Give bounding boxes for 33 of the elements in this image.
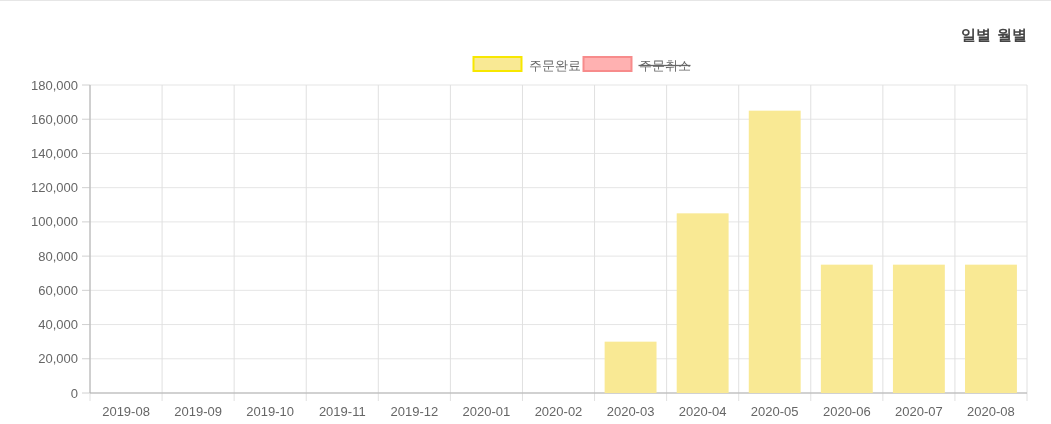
y-tick-label: 20,000 <box>38 351 78 367</box>
x-tick-label: 2019-11 <box>318 404 366 419</box>
bar <box>892 264 945 393</box>
bar <box>676 213 729 393</box>
text: 월별 <box>997 26 1027 43</box>
legend-label: 주문완료 <box>528 57 581 73</box>
x-tick-label: 2020-04 <box>678 404 727 419</box>
x-tick-label: 2019-08 <box>102 404 150 419</box>
legend-label: 주문취소 <box>638 57 691 73</box>
x-tick-label: 2019-12 <box>390 404 439 419</box>
x-tick-label: 2019-10 <box>246 404 295 419</box>
x-tick-label: 2020-03 <box>606 404 655 419</box>
bar <box>820 264 873 393</box>
x-tick-label: 2020-01 <box>462 404 511 419</box>
x-tick-label: 2020-06 <box>822 404 871 419</box>
text: 일별 <box>961 26 991 43</box>
y-tick-label: 40,000 <box>38 317 78 333</box>
x-tick-label: 2020-07 <box>895 404 943 419</box>
y-tick-label: 160,000 <box>31 111 78 127</box>
y-tick-label: 60,000 <box>38 282 78 298</box>
bar <box>604 341 657 393</box>
x-tick-label: 2020-02 <box>534 404 583 419</box>
y-tick-label: 0 <box>70 385 78 401</box>
x-tick-label: 2020-08 <box>967 404 1015 419</box>
y-tick-label: 100,000 <box>31 214 78 230</box>
y-tick-label: 180,000 <box>31 77 78 93</box>
y-tick-label: 120,000 <box>31 180 78 196</box>
y-tick-label: 80,000 <box>38 248 78 264</box>
bar <box>965 264 1017 393</box>
bar <box>748 110 801 393</box>
y-tick-label: 140,000 <box>31 145 78 161</box>
x-tick-label: 2020-05 <box>750 404 799 419</box>
x-tick-label: 2019-09 <box>174 404 222 419</box>
